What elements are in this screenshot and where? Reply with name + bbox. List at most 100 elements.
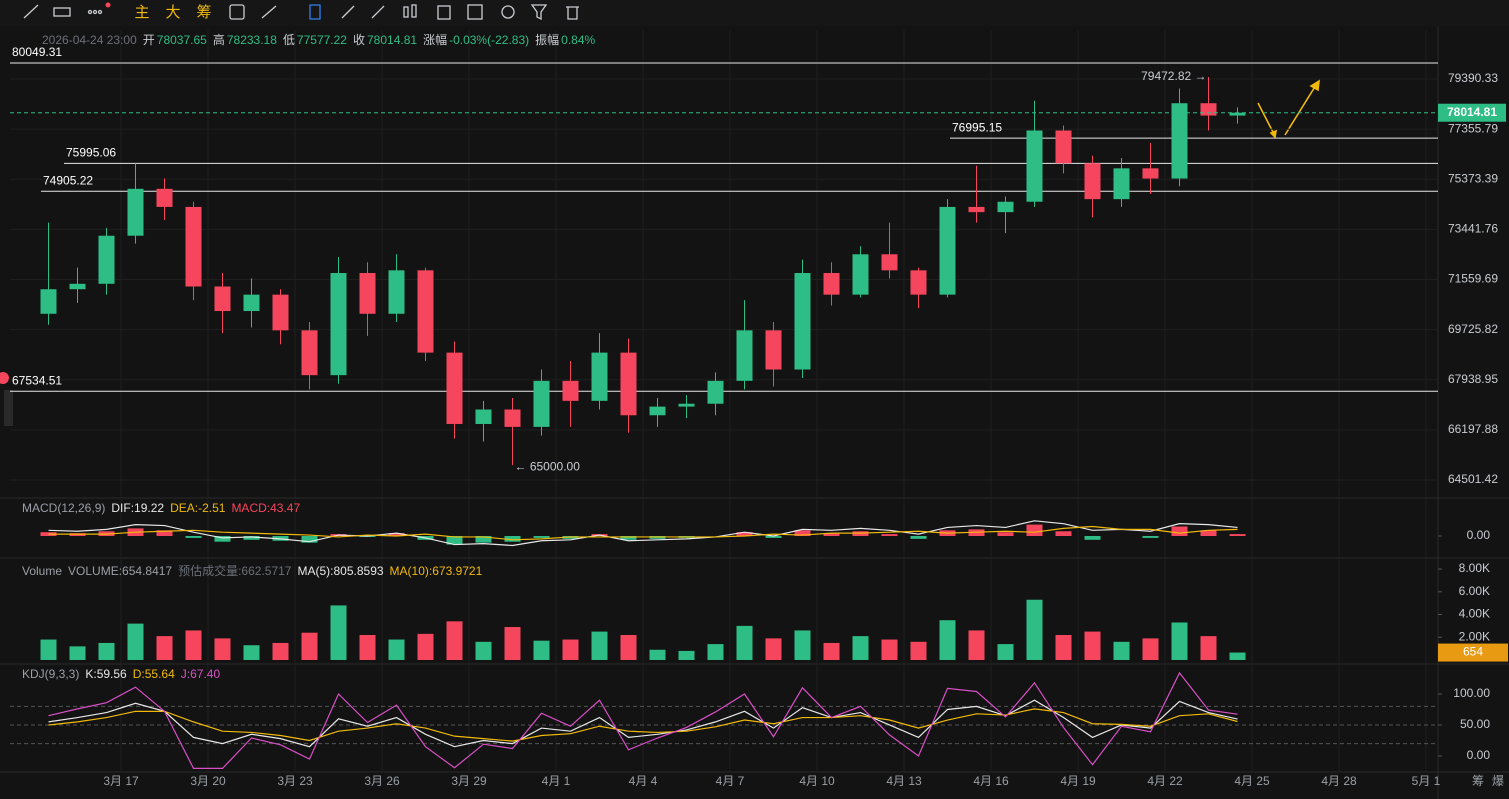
x-tick-label: 3月 29 xyxy=(451,774,487,788)
volume-bar xyxy=(446,621,463,660)
candle-body xyxy=(591,352,608,401)
candle-body xyxy=(765,330,782,370)
legend-entry: DIF:19.22 xyxy=(111,501,165,515)
field-value: 78037.65 xyxy=(156,33,207,47)
field-name: 开 xyxy=(142,33,155,47)
volume-bar xyxy=(1229,652,1246,660)
macd-bar xyxy=(823,533,840,537)
tool-candle[interactable] xyxy=(403,6,409,18)
macd-header: MACD(12,26,9) DIF:19.22 DEA:-2.51 MACD:43.4… xyxy=(22,501,306,515)
y-tick-label: 4.00K xyxy=(1459,607,1490,621)
legend-entry: J:67.40 xyxy=(180,667,221,681)
candle-body xyxy=(823,273,840,295)
y-tick-label: 0.00 xyxy=(1467,528,1491,542)
level-label: 75995.06 xyxy=(66,146,116,160)
y-tick-label: 66197.88 xyxy=(1448,422,1498,436)
candle-body xyxy=(69,283,86,290)
field-name: 涨幅 xyxy=(423,33,448,47)
indicator-line xyxy=(48,525,1238,541)
x-tick-label: 3月 17 xyxy=(103,774,139,788)
x-tick-label: 3月 23 xyxy=(277,774,313,788)
macd-bar xyxy=(475,536,492,543)
notify-dot xyxy=(105,2,111,8)
volume-bar xyxy=(214,638,231,660)
volume-bar xyxy=(1142,638,1159,660)
tool-lock[interactable] xyxy=(437,5,451,20)
y-tick-label: 79390.33 xyxy=(1448,71,1498,85)
tool-measure[interactable] xyxy=(261,5,277,19)
tool-more[interactable] xyxy=(87,9,93,15)
field-name: 振幅 xyxy=(535,33,560,47)
macd-bar xyxy=(446,536,463,545)
y-tick-label: 0.00 xyxy=(1467,748,1491,762)
candle-body xyxy=(736,330,753,381)
macd-bar xyxy=(1084,536,1101,540)
volume-bar xyxy=(417,633,434,660)
low-annotation: ← 65000.00 xyxy=(515,459,581,473)
x-tick-label: 4月 19 xyxy=(1060,774,1096,788)
last-price-badge xyxy=(1438,103,1506,122)
field-name: 高 xyxy=(212,33,225,47)
volume-bar xyxy=(156,636,173,660)
tool-indicator[interactable] xyxy=(229,4,245,20)
toolbar-button[interactable]: 筹 xyxy=(196,4,211,21)
candle-body xyxy=(1171,103,1188,179)
volume-bar xyxy=(678,650,695,660)
legend-entry: D:55.64 xyxy=(132,667,175,681)
y-tick-label: 67938.95 xyxy=(1448,372,1498,386)
toolbar xyxy=(0,0,1509,26)
alert-dot[interactable] xyxy=(0,372,9,384)
candle-body xyxy=(301,330,318,376)
y-tick-label: 100.00 xyxy=(1453,686,1490,700)
indicator-title: MACD(12,26,9) xyxy=(22,501,106,515)
volume-bar xyxy=(1084,631,1101,660)
toolbar-button[interactable]: 主 xyxy=(134,4,149,21)
level-label: 80049.31 xyxy=(12,45,62,59)
x-tick-label: 4月 4 xyxy=(629,774,658,788)
legend-entry: K:59.56 xyxy=(85,667,127,681)
tool-filter[interactable] xyxy=(530,4,548,21)
high-annotation: 79472.82 → xyxy=(1141,69,1206,83)
tool-ruler[interactable] xyxy=(341,5,355,19)
candle-body xyxy=(417,270,434,353)
y-tick-label: 77355.79 xyxy=(1448,121,1498,135)
macd-bar xyxy=(1200,530,1217,537)
tool-pen[interactable] xyxy=(371,5,385,19)
indicator-title: KDJ(9,3,3) xyxy=(22,667,80,681)
footer-button: 爆 xyxy=(1492,774,1504,788)
candle-body xyxy=(1113,168,1130,200)
macd-bar xyxy=(881,534,898,537)
y-tick-label: 50.00 xyxy=(1460,717,1490,731)
indicator-line xyxy=(48,699,1238,748)
tool-note[interactable] xyxy=(467,4,483,20)
last-price-label: 78014.81 xyxy=(1447,105,1497,119)
candle-body xyxy=(533,380,550,427)
forecast-arrows xyxy=(1257,79,1320,139)
datetime: 2026-04-24 23:00 xyxy=(42,33,137,47)
side-tab[interactable] xyxy=(4,390,13,426)
volume-bar xyxy=(330,605,347,660)
tool-line[interactable] xyxy=(23,4,39,19)
candle-body xyxy=(794,273,811,370)
tool-delete[interactable] xyxy=(566,6,579,20)
tool-magnet[interactable] xyxy=(501,5,515,19)
y-tick-label: 6.00K xyxy=(1459,584,1490,598)
macd-bar xyxy=(185,536,202,538)
macd-bar xyxy=(736,532,753,537)
volume-bar xyxy=(98,642,115,660)
candle-body xyxy=(939,206,956,295)
macd-bar xyxy=(156,530,173,537)
field-name: 收 xyxy=(352,33,365,47)
macd-bar xyxy=(1026,524,1043,537)
volume-bar xyxy=(707,644,724,660)
indicator-title: Volume xyxy=(22,564,63,578)
tool-hline[interactable] xyxy=(53,7,71,17)
macd-bar xyxy=(1055,531,1072,537)
y-tick-label: 73441.76 xyxy=(1448,222,1498,236)
toolbar-button[interactable]: 大 xyxy=(165,4,180,21)
toolbar-icons xyxy=(23,4,579,21)
volume-bar xyxy=(359,634,376,660)
tool-select[interactable] xyxy=(309,4,321,20)
